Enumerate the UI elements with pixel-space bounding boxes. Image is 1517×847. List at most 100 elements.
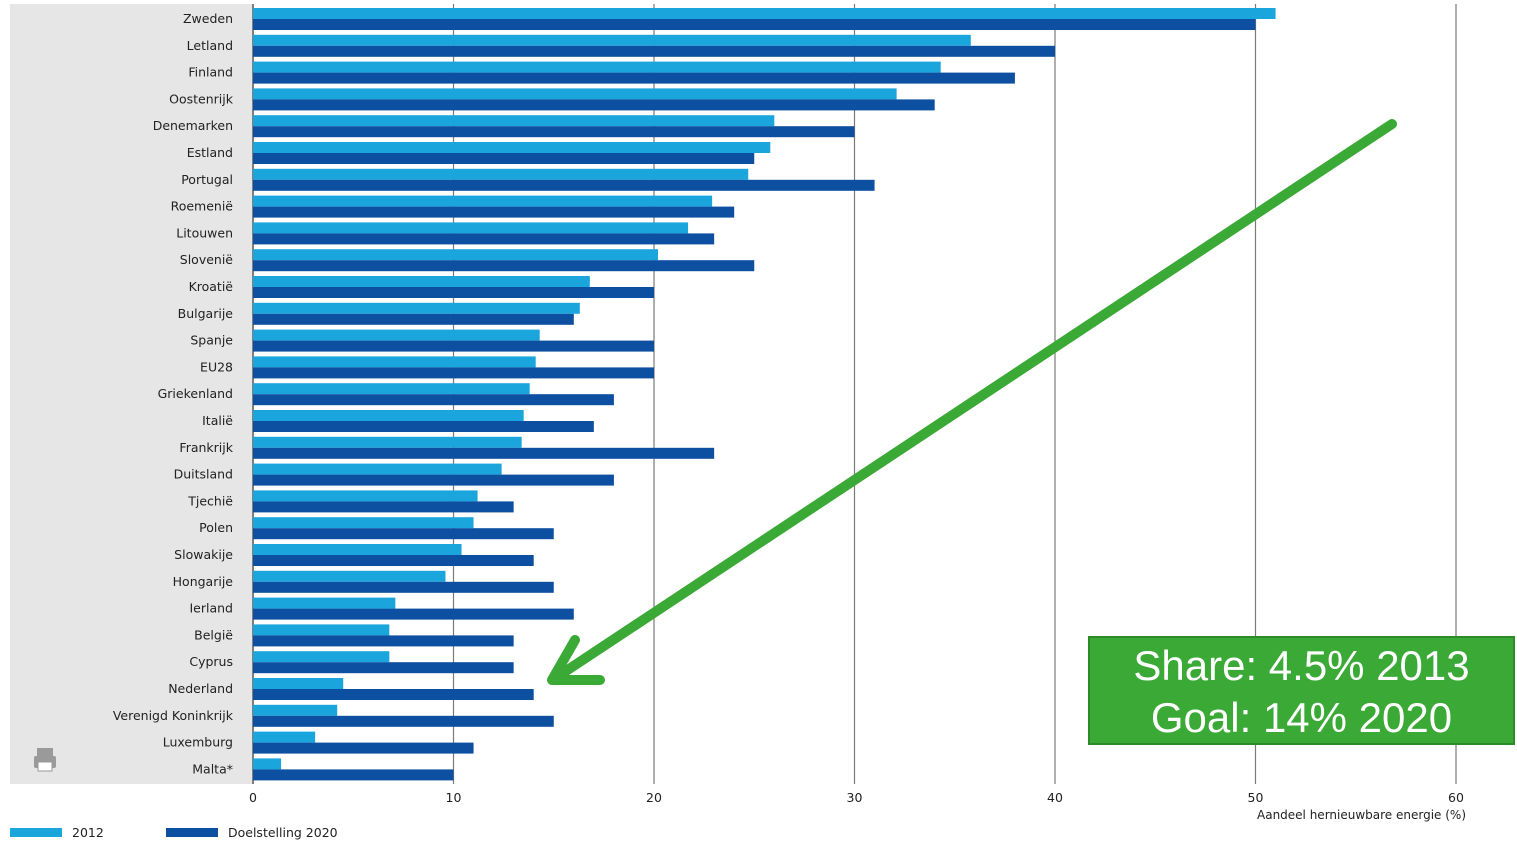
category-label-oostenrijk: Oostenrijk bbox=[169, 91, 234, 106]
legend-swatch-2012 bbox=[10, 828, 62, 837]
bar-slowakije-2020 bbox=[253, 555, 534, 566]
legend-label-2012: 2012 bbox=[72, 825, 104, 840]
category-label-luxemburg: Luxemburg bbox=[163, 735, 233, 750]
bar-oostenrijk-2020 bbox=[253, 99, 935, 111]
bar-letland-2020 bbox=[253, 45, 1055, 57]
bar-roemeni-2012 bbox=[253, 195, 713, 207]
category-label-eu28: EU28 bbox=[200, 359, 233, 374]
annotation-box: Share: 4.5% 2013 Goal: 14% 2020 bbox=[1088, 636, 1515, 745]
category-label-tjechi: Tjechië bbox=[187, 493, 233, 508]
bar-letland-2012 bbox=[253, 34, 971, 46]
bar-ierland-2020 bbox=[253, 608, 574, 620]
bar-denemarken-2012 bbox=[253, 115, 775, 127]
bar-spanje-2012 bbox=[253, 329, 540, 341]
bar-portugal-2020 bbox=[253, 179, 875, 191]
bars bbox=[253, 8, 1276, 781]
bar-kroati-2012 bbox=[253, 276, 590, 287]
x-tick-label: 10 bbox=[446, 790, 462, 805]
bar-luxemburg-2012 bbox=[253, 731, 316, 743]
category-label-spanje: Spanje bbox=[190, 333, 233, 348]
category-label-itali: Italië bbox=[202, 413, 233, 428]
bar-eu28-2012 bbox=[253, 356, 536, 368]
label-panel bbox=[10, 4, 252, 784]
bar-malta-2020 bbox=[253, 769, 454, 781]
bar-kroati-2020 bbox=[253, 287, 654, 298]
bar-sloveni-2012 bbox=[253, 249, 659, 261]
bar-luxemburg-2020 bbox=[253, 742, 474, 754]
category-label-nederland: Nederland bbox=[168, 681, 233, 696]
bar-litouwen-2012 bbox=[253, 222, 689, 234]
bar-belgi-2012 bbox=[253, 624, 390, 636]
bar-zweden-2012 bbox=[253, 8, 1276, 19]
bar-duitsland-2012 bbox=[253, 463, 502, 475]
bar-slowakije-2012 bbox=[253, 544, 462, 555]
bar-spanje-2020 bbox=[253, 340, 654, 352]
bar-griekenland-2012 bbox=[253, 383, 530, 395]
bar-nederland-2020 bbox=[253, 689, 534, 700]
bar-finland-2012 bbox=[253, 61, 941, 73]
category-label-letland: Letland bbox=[187, 38, 233, 53]
x-tick-label: 60 bbox=[1448, 790, 1464, 805]
bar-hongarije-2012 bbox=[253, 570, 446, 582]
x-tick-label: 0 bbox=[249, 790, 257, 805]
category-label-duitsland: Duitsland bbox=[174, 467, 233, 482]
bar-tjechi-2012 bbox=[253, 490, 478, 502]
annotation-goal: Goal: 14% 2020 bbox=[1150, 694, 1453, 741]
bar-cyprus-2012 bbox=[253, 651, 390, 663]
category-label-frankrijk: Frankrijk bbox=[179, 440, 233, 455]
bar-polen-2012 bbox=[253, 517, 474, 529]
bar-hongarije-2020 bbox=[253, 581, 554, 593]
x-tick-labels: 0 10 20 30 40 50 60 bbox=[249, 790, 1464, 805]
bar-estland-2020 bbox=[253, 153, 755, 164]
category-label-griekenland: Griekenland bbox=[158, 386, 233, 401]
bar-itali-2020 bbox=[253, 421, 594, 432]
category-label-ierland: Ierland bbox=[189, 601, 233, 616]
category-label-kroati: Kroatië bbox=[189, 279, 234, 294]
category-label-polen: Polen bbox=[199, 520, 233, 535]
bar-polen-2020 bbox=[253, 528, 554, 540]
category-label-finland: Finland bbox=[188, 65, 233, 80]
category-label-bulgarije: Bulgarije bbox=[178, 306, 234, 321]
category-label-slowakije: Slowakije bbox=[174, 547, 233, 562]
bar-griekenland-2020 bbox=[253, 394, 614, 406]
category-label-hongarije: Hongarije bbox=[173, 574, 234, 589]
category-label-zweden: Zweden bbox=[183, 11, 233, 26]
printer-icon bbox=[34, 748, 56, 772]
bar-oostenrijk-2012 bbox=[253, 88, 897, 100]
bar-eu28-2020 bbox=[253, 367, 654, 379]
bar-sloveni-2020 bbox=[253, 260, 755, 272]
bar-nederland-2012 bbox=[253, 678, 344, 689]
bar-litouwen-2020 bbox=[253, 233, 715, 245]
bar-verenigd-koninkrijk-2012 bbox=[253, 704, 338, 716]
annotation-arrow bbox=[547, 119, 1397, 685]
category-label-roemeni: Roemenië bbox=[171, 199, 234, 214]
bar-bulgarije-2020 bbox=[253, 313, 574, 325]
bar-bulgarije-2012 bbox=[253, 302, 580, 314]
category-label-litouwen: Litouwen bbox=[176, 225, 233, 240]
bar-frankrijk-2020 bbox=[253, 447, 715, 459]
annotation-share: Share: 4.5% 2013 bbox=[1133, 642, 1470, 689]
bar-frankrijk-2012 bbox=[253, 436, 522, 448]
category-label-estland: Estland bbox=[187, 145, 233, 160]
category-label-cyprus: Cyprus bbox=[189, 654, 233, 669]
x-tick-label: 30 bbox=[847, 790, 863, 805]
bar-duitsland-2020 bbox=[253, 474, 614, 486]
bar-itali-2012 bbox=[253, 410, 524, 421]
category-label-belgi: België bbox=[194, 627, 233, 642]
bar-malta-2012 bbox=[253, 758, 282, 770]
x-axis-title: Aandeel hernieuwbare energie (%) bbox=[1257, 808, 1466, 822]
category-label-verenigd-koninkrijk: Verenigd Koninkrijk bbox=[113, 708, 234, 723]
category-label-denemarken: Denemarken bbox=[153, 118, 233, 133]
bar-roemeni-2020 bbox=[253, 206, 735, 218]
category-label-sloveni: Slovenië bbox=[180, 252, 234, 267]
x-tick-label: 40 bbox=[1047, 790, 1063, 805]
bar-zweden-2020 bbox=[253, 19, 1256, 30]
bar-portugal-2012 bbox=[253, 168, 749, 180]
category-label-malta: Malta* bbox=[192, 761, 233, 776]
bar-belgi-2020 bbox=[253, 635, 514, 647]
x-tick-label: 50 bbox=[1248, 790, 1264, 805]
legend-swatch-2020 bbox=[166, 828, 218, 837]
bar-estland-2012 bbox=[253, 142, 771, 153]
legend-label-2020: Doelstelling 2020 bbox=[228, 825, 338, 840]
